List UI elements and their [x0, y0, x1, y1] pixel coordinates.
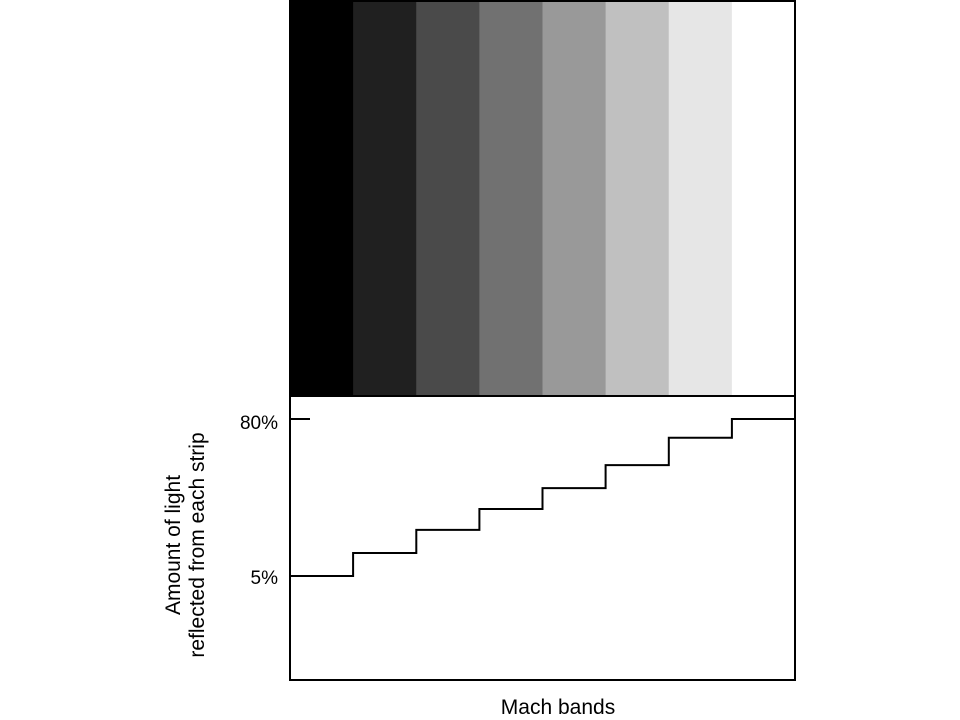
y-axis-label-line2: reflected from each strip: [186, 432, 209, 657]
gray-strip-7: [668, 1, 733, 396]
y-tick-label-80: 80%: [240, 413, 278, 434]
gray-strip-6: [605, 1, 670, 396]
gray-strip-3: [416, 1, 480, 396]
plot-frame: [289, 395, 796, 681]
gray-strip-1: [290, 1, 354, 396]
staircase-line: [290, 418, 795, 577]
figure-caption: Mach bands: [501, 696, 615, 719]
y-tick-label-5: 5%: [251, 568, 279, 589]
gray-strips: [290, 1, 796, 396]
reflectance-staircase: [290, 418, 795, 577]
gray-strip-5: [542, 1, 607, 396]
gray-strip-4: [479, 1, 544, 396]
gray-strip-2: [353, 1, 417, 396]
y-axis-label-line1: Amount of light: [162, 475, 185, 615]
gray-strip-8: [731, 1, 796, 396]
